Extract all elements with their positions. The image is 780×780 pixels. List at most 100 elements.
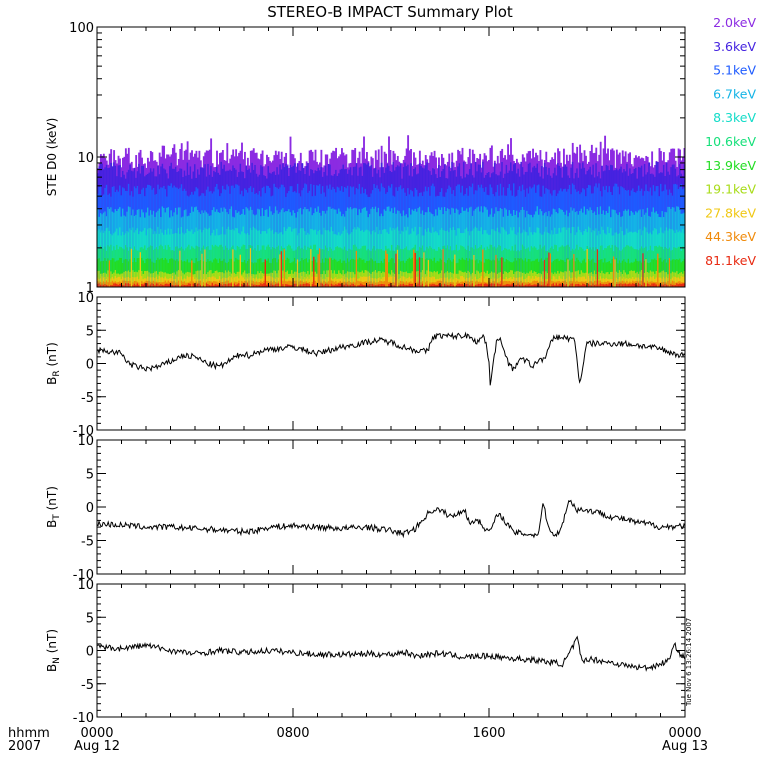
flux-bar-44.3keV: [177, 280, 180, 287]
flux-bar-44.3keV: [346, 281, 349, 287]
flux-bar-81.1keV: [242, 284, 245, 287]
flux-spike: [454, 254, 457, 287]
flux-bar-44.3keV: [604, 281, 607, 287]
flux-bar-27.8keV: [674, 277, 677, 287]
flux-bar-81.1keV: [404, 284, 407, 287]
flux-bar-81.1keV: [111, 285, 114, 287]
flux-bar-81.1keV: [671, 284, 674, 287]
flux-bar-13.9keV: [183, 261, 186, 287]
flux-bar-81.1keV: [662, 284, 665, 287]
flux-bar-44.3keV: [401, 281, 404, 287]
panel-frame: [96, 296, 686, 431]
y-tick-label: -5: [81, 535, 94, 550]
flux-bar-44.3keV: [361, 282, 364, 287]
flux-spike: [264, 259, 267, 287]
flux-bar-44.3keV: [99, 281, 102, 287]
flux-bar-27.8keV: [432, 276, 435, 287]
flux-bar-13.9keV: [552, 260, 555, 287]
flux-bar-44.3keV: [649, 281, 652, 287]
flux-spike: [482, 249, 485, 287]
flux-bar-27.8keV: [529, 276, 532, 287]
flux-spike: [645, 259, 648, 287]
flux-bar-27.8keV: [371, 277, 374, 287]
flux-bar-44.3keV: [121, 280, 124, 287]
flux-bar-81.1keV: [282, 284, 285, 287]
flux-bar-44.3keV: [323, 280, 326, 287]
flux-bar-81.1keV: [639, 284, 642, 287]
flux-bar-19.1keV: [633, 270, 636, 287]
flux-bar-81.1keV: [398, 284, 401, 287]
flux-bar-81.1keV: [555, 283, 558, 287]
legend-entry-27.8keV: 27.8keV: [705, 205, 756, 220]
flux-bar-44.3keV: [520, 280, 523, 287]
flux-bar-81.1keV: [682, 283, 684, 287]
flux-bar-81.1keV: [379, 284, 382, 287]
flux-bar-81.1keV: [158, 285, 161, 287]
flux-bar-81.1keV: [161, 284, 164, 287]
flux-bar-44.3keV: [299, 280, 302, 287]
flux-bar-81.1keV: [241, 283, 243, 287]
flux-bar-27.8keV: [676, 277, 679, 287]
flux-bar-27.8keV: [235, 276, 238, 287]
flux-bar-44.3keV: [182, 281, 185, 287]
flux-bar-81.1keV: [485, 283, 487, 287]
y-tick-label: 0: [86, 358, 94, 373]
flux-bar-81.1keV: [149, 284, 152, 287]
flux-bar-81.1keV: [407, 285, 410, 287]
flux-bar-81.1keV: [135, 284, 138, 287]
flux-bar-81.1keV: [176, 284, 179, 287]
flux-spike: [567, 259, 570, 287]
flux-bar-81.1keV: [624, 283, 627, 287]
flux-bar-81.1keV: [198, 283, 201, 287]
flux-bar-27.8keV: [311, 276, 314, 287]
flux-bar-81.1keV: [229, 283, 232, 287]
flux-bar-81.1keV: [560, 283, 562, 287]
flux-bar-19.1keV: [302, 271, 305, 287]
legend-entry-8.3keV: 8.3keV: [713, 110, 756, 125]
flux-bar-44.3keV: [536, 280, 539, 287]
flux-bar-81.1keV: [252, 284, 255, 287]
flux-bar-44.3keV: [257, 282, 260, 287]
flux-bar-81.1keV: [673, 284, 676, 287]
flux-bar-81.1keV: [210, 285, 213, 287]
flux-bar-81.1keV: [199, 284, 202, 287]
flux-bar-81.1keV: [129, 284, 132, 287]
flux-bar-81.1keV: [207, 284, 210, 287]
legend-entry-44.3keV: 44.3keV: [705, 229, 756, 244]
flux-bar-81.1keV: [651, 283, 654, 287]
flux-bar-81.1keV: [110, 284, 113, 287]
flux-bar-27.8keV: [104, 276, 107, 287]
flux-bar-44.3keV: [393, 282, 396, 287]
flux-bar-81.1keV: [429, 284, 432, 287]
flux-bar-44.3keV: [316, 282, 318, 287]
flux-bar-81.1keV: [105, 284, 108, 287]
flux-bar-44.3keV: [595, 280, 598, 287]
flux-bar-44.3keV: [557, 281, 559, 287]
x-tick-time: 0000: [668, 726, 701, 741]
flux-bar-81.1keV: [430, 284, 433, 287]
legend-entry-6.7keV: 6.7keV: [713, 86, 756, 101]
flux-bar-27.8keV: [374, 278, 377, 287]
flux-bar-81.1keV: [605, 284, 608, 287]
flux-bar-81.1keV: [363, 285, 365, 287]
flux-bar-19.1keV: [511, 270, 514, 287]
flux-bar-27.8keV: [188, 277, 191, 287]
flux-bar-81.1keV: [471, 283, 474, 287]
flux-bar-81.1keV: [632, 283, 634, 287]
flux-bar-44.3keV: [199, 280, 202, 287]
flux-bar-81.1keV: [289, 285, 292, 287]
flux-bar-81.1keV: [389, 283, 392, 287]
flux-bar-19.1keV: [630, 270, 633, 287]
flux-bar-44.3keV: [476, 280, 479, 287]
flux-bar-44.3keV: [435, 282, 437, 287]
flux-bar-81.1keV: [511, 283, 514, 287]
flux-bar-13.9keV: [546, 257, 549, 287]
flux-bar-81.1keV: [333, 285, 336, 287]
flux-bar-44.3keV: [535, 280, 537, 287]
y-tick-label: 1: [86, 281, 94, 296]
flux-bar-44.3keV: [107, 282, 110, 287]
flux-bar-81.1keV: [617, 283, 620, 287]
flux-bar-81.1keV: [346, 284, 349, 287]
